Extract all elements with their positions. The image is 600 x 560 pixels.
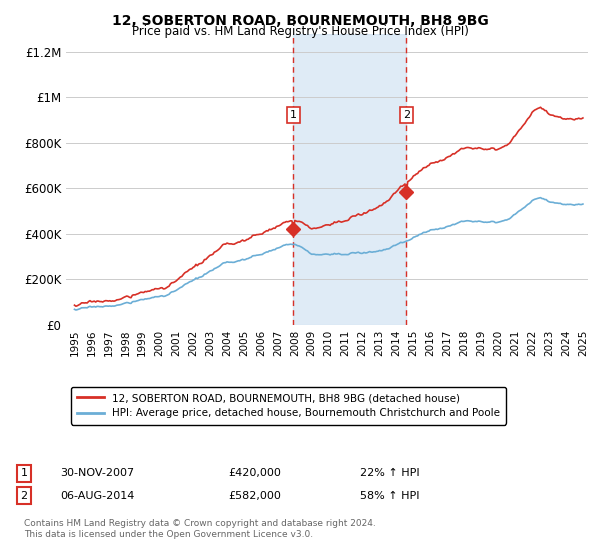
Text: 1: 1 (290, 110, 297, 120)
Text: Contains HM Land Registry data © Crown copyright and database right 2024.
This d: Contains HM Land Registry data © Crown c… (24, 520, 376, 539)
Legend: 12, SOBERTON ROAD, BOURNEMOUTH, BH8 9BG (detached house), HPI: Average price, de: 12, SOBERTON ROAD, BOURNEMOUTH, BH8 9BG … (71, 387, 506, 424)
Text: 2: 2 (403, 110, 410, 120)
Text: 22% ↑ HPI: 22% ↑ HPI (360, 468, 419, 478)
Text: 1: 1 (20, 468, 28, 478)
Text: Price paid vs. HM Land Registry's House Price Index (HPI): Price paid vs. HM Land Registry's House … (131, 25, 469, 38)
Text: 06-AUG-2014: 06-AUG-2014 (60, 491, 134, 501)
Text: 2: 2 (20, 491, 28, 501)
Bar (293, 34, 406, 325)
Text: £420,000: £420,000 (228, 468, 281, 478)
Text: 30-NOV-2007: 30-NOV-2007 (60, 468, 134, 478)
Text: 12, SOBERTON ROAD, BOURNEMOUTH, BH8 9BG: 12, SOBERTON ROAD, BOURNEMOUTH, BH8 9BG (112, 14, 488, 28)
Text: 58% ↑ HPI: 58% ↑ HPI (360, 491, 419, 501)
Text: £582,000: £582,000 (228, 491, 281, 501)
